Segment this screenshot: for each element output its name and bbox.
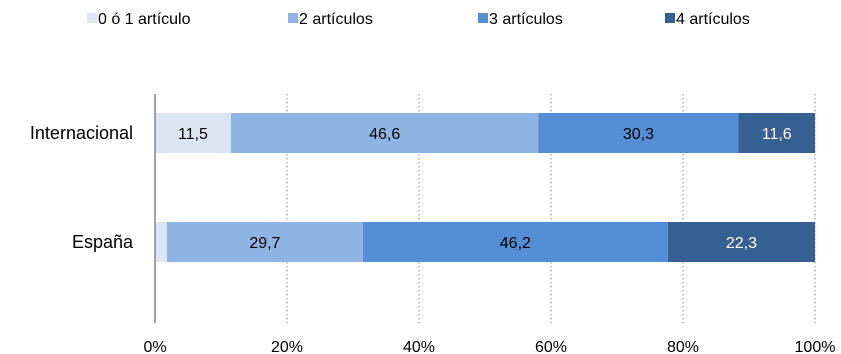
legend-swatch-4-articulos (665, 13, 675, 23)
bar-espana-2-articulos (166, 222, 363, 262)
data-label-internacional-4-articulos: 11,6 (762, 126, 792, 143)
bar-internacional-0-o-1-articulo (155, 113, 231, 153)
x-tick-label-60: 60% (535, 339, 567, 354)
legend-label-4-articulos: 4 artículos (676, 11, 750, 28)
legend-swatch-0-o-1-articulo (87, 13, 97, 23)
x-tick-label-100: 100% (795, 339, 836, 354)
category-label-internacional: Internacional (30, 123, 133, 143)
data-label-internacional-2-articulos: 46,6 (369, 126, 400, 143)
x-tick-label-40: 40% (403, 339, 435, 354)
data-label-espana-2-articulos: 29,7 (249, 235, 280, 252)
x-tick-label-20: 20% (271, 339, 303, 354)
legend-label-3-articulos: 3 artículos (489, 11, 563, 28)
bars: 11,546,630,311,61,829,746,222,3 (155, 113, 815, 262)
bar-espana-4-articulos (667, 222, 815, 262)
bar-espana-3-articulos (362, 222, 668, 262)
data-label-internacional-0-o-1-articulo: 11,5 (178, 126, 208, 143)
data-label-espana-4-articulos: 22,3 (726, 235, 757, 252)
x-axis: 0% 20% 40% 60% 80% 100% Internacional España (30, 94, 836, 354)
x-tick-label-80: 80% (667, 339, 699, 354)
data-label-internacional-3-articulos: 30,3 (623, 126, 654, 143)
legend: 0 ó 1 artículo 2 artículos 3 artículos 4 ar… (87, 11, 750, 28)
bar-internacional-2-articulos (230, 113, 539, 153)
bar-internacional-3-articulos (538, 113, 739, 153)
x-tick-label-0: 0% (143, 339, 166, 354)
bar-espana-0-o-1-articulo (155, 222, 167, 262)
legend-swatch-2-articulos (288, 13, 298, 23)
bar-internacional-4-articulos (738, 113, 815, 153)
legend-swatch-3-articulos (478, 13, 488, 23)
legend-label-0-o-1-articulo: 0 ó 1 artículo (98, 11, 191, 28)
data-label-espana-3-articulos: 46,2 (500, 235, 531, 252)
category-label-espana: España (72, 232, 134, 252)
legend-label-2-articulos: 2 artículos (299, 11, 373, 28)
